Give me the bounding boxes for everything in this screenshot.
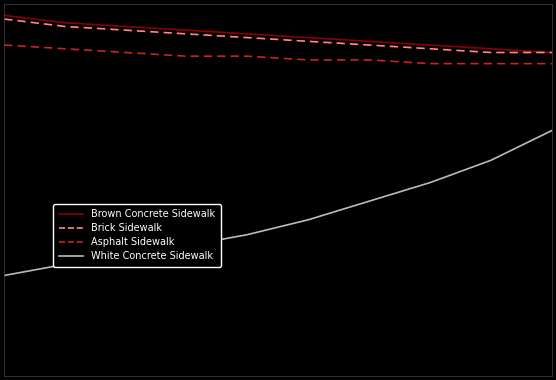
Asphalt Sidewalk — [62, 46, 68, 51]
Brick Sidewalk — [62, 24, 68, 29]
Brick Sidewalk — [427, 46, 434, 51]
White Concrete Sidewalk — [183, 244, 190, 248]
Brick Sidewalk — [549, 50, 555, 55]
Line: Brick Sidewalk: Brick Sidewalk — [4, 19, 552, 52]
Asphalt Sidewalk — [488, 61, 494, 66]
White Concrete Sidewalk — [1, 273, 7, 278]
White Concrete Sidewalk — [427, 180, 434, 185]
Brown Concrete Sidewalk — [1, 13, 7, 17]
Brown Concrete Sidewalk — [122, 24, 129, 29]
Asphalt Sidewalk — [122, 50, 129, 55]
Brick Sidewalk — [305, 39, 312, 44]
Asphalt Sidewalk — [1, 43, 7, 48]
Line: Brown Concrete Sidewalk: Brown Concrete Sidewalk — [4, 15, 552, 52]
Asphalt Sidewalk — [183, 54, 190, 59]
Brick Sidewalk — [1, 17, 7, 21]
Brick Sidewalk — [244, 35, 251, 40]
Brown Concrete Sidewalk — [305, 35, 312, 40]
Brown Concrete Sidewalk — [488, 46, 494, 51]
Legend: Brown Concrete Sidewalk, Brick Sidewalk, Asphalt Sidewalk, White Concrete Sidewa: Brown Concrete Sidewalk, Brick Sidewalk,… — [53, 204, 221, 267]
Brick Sidewalk — [183, 32, 190, 36]
Asphalt Sidewalk — [427, 61, 434, 66]
Asphalt Sidewalk — [549, 61, 555, 66]
Brown Concrete Sidewalk — [183, 28, 190, 32]
Brick Sidewalk — [366, 43, 373, 48]
Brown Concrete Sidewalk — [549, 50, 555, 55]
Brown Concrete Sidewalk — [427, 43, 434, 48]
Brown Concrete Sidewalk — [62, 21, 68, 25]
White Concrete Sidewalk — [488, 158, 494, 163]
Brick Sidewalk — [122, 28, 129, 32]
Asphalt Sidewalk — [305, 58, 312, 62]
Brick Sidewalk — [488, 50, 494, 55]
Asphalt Sidewalk — [244, 54, 251, 59]
Line: Asphalt Sidewalk: Asphalt Sidewalk — [4, 45, 552, 63]
White Concrete Sidewalk — [305, 217, 312, 222]
Brown Concrete Sidewalk — [366, 39, 373, 44]
Brown Concrete Sidewalk — [244, 32, 251, 36]
White Concrete Sidewalk — [549, 128, 555, 133]
White Concrete Sidewalk — [244, 232, 251, 237]
White Concrete Sidewalk — [62, 262, 68, 267]
White Concrete Sidewalk — [366, 199, 373, 203]
Asphalt Sidewalk — [366, 58, 373, 62]
White Concrete Sidewalk — [122, 255, 129, 259]
Line: White Concrete Sidewalk: White Concrete Sidewalk — [4, 131, 552, 276]
